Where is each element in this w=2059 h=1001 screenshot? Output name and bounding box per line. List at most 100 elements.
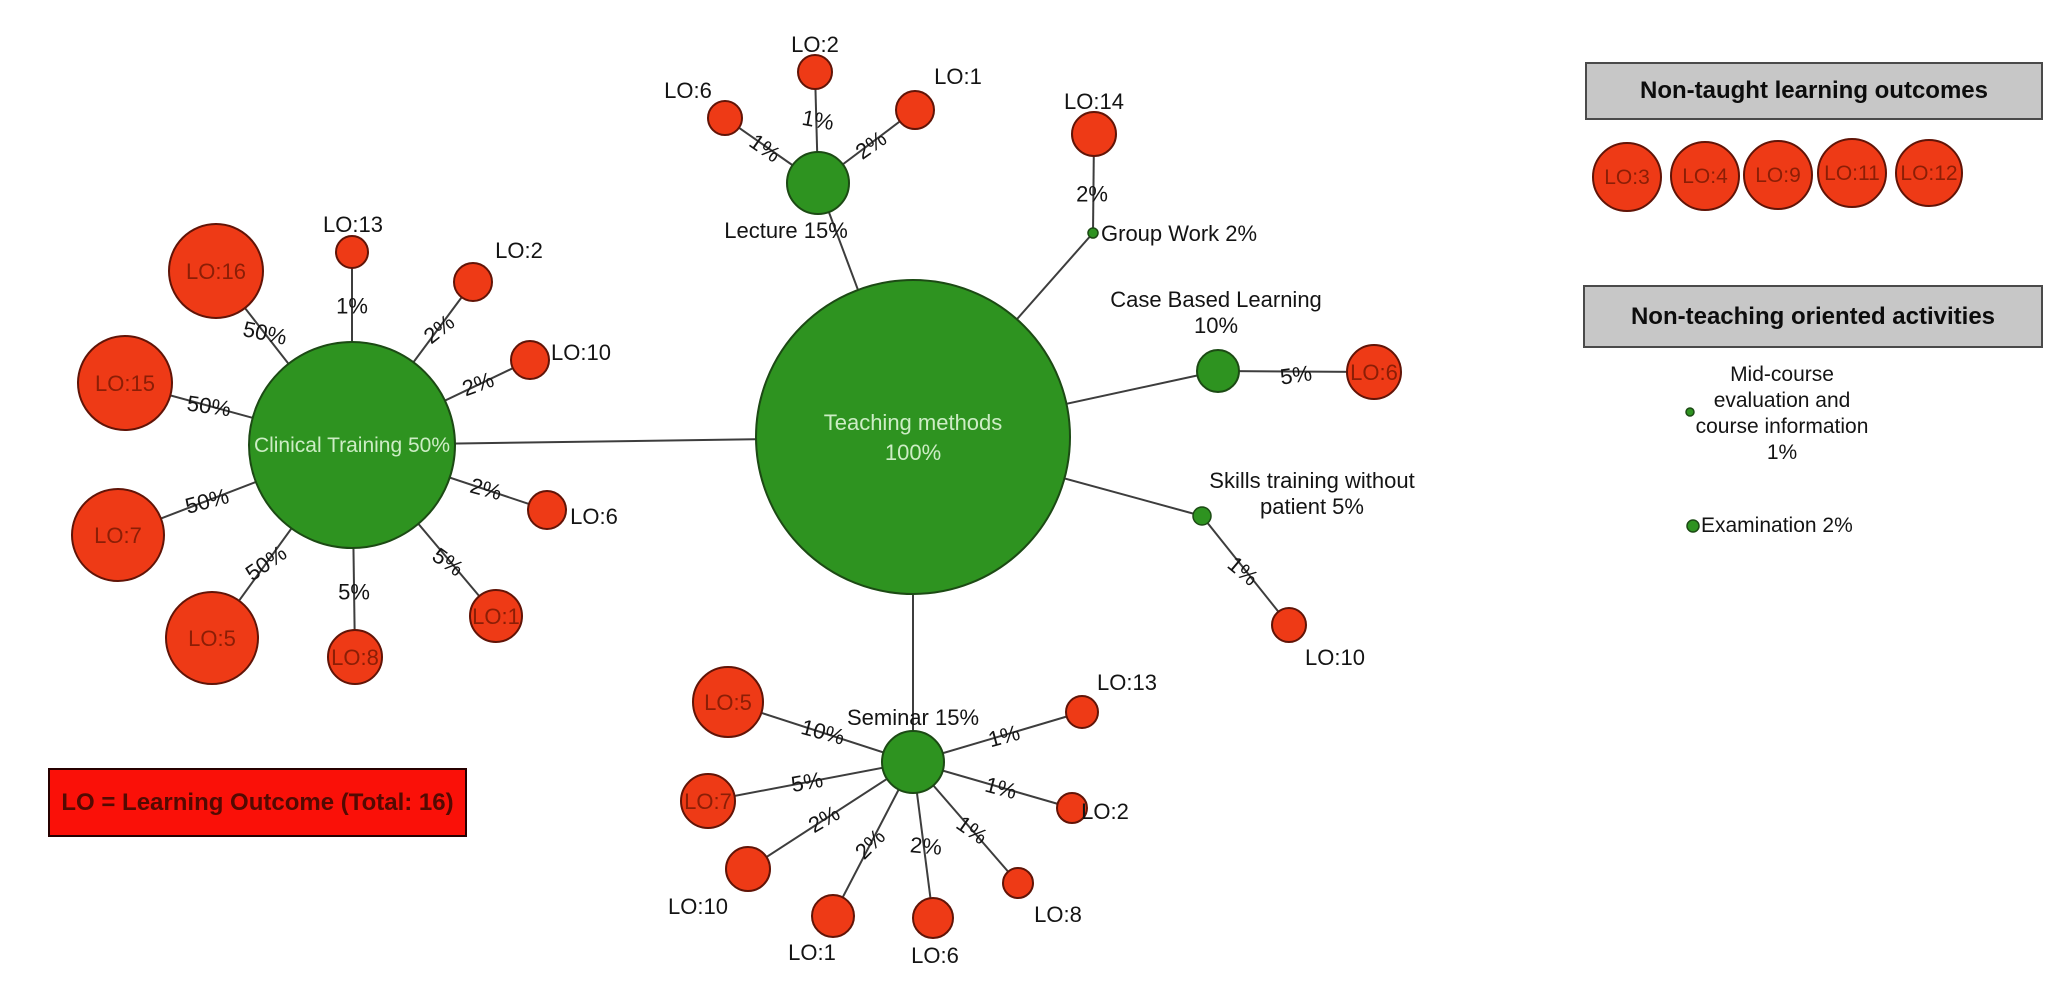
node-s-lo8 [1002, 867, 1034, 899]
node-skills [1192, 506, 1212, 526]
node-c-lo10 [510, 340, 550, 380]
label-g-lo14: LO:14 [1064, 89, 1124, 114]
label-lg-lo12: LO:12 [1900, 162, 1957, 185]
node-s-lo5 [692, 666, 764, 738]
edge-label-clinical-c-lo15: 50% [185, 391, 232, 422]
midcourse-line-3: course information [1695, 415, 1869, 438]
label-c-lo5: LO:5 [188, 626, 236, 651]
label-lg-lo3: LO:3 [1604, 166, 1650, 189]
node-clinical [248, 341, 456, 549]
edge-label-clinical-c-lo5: 50% [241, 540, 291, 586]
edge-seminar-s-lo7 [707, 761, 914, 802]
label-s-lo8: LO:8 [1034, 902, 1082, 927]
label-clinical: Clinical Training 50% [254, 434, 450, 457]
midcourse-evaluation-label: Mid-course evaluation and course informa… [1662, 362, 1902, 466]
node-c-lo7 [71, 488, 165, 582]
label-lecture: Lecture 15% [724, 218, 848, 243]
label-seminar: Seminar 15% [847, 705, 979, 730]
node-lg-lo12 [1895, 139, 1963, 207]
label-s-lo1: LO:1 [788, 940, 836, 965]
label-c-lo2: LO:2 [495, 238, 543, 263]
node-c-lo8 [327, 629, 383, 685]
edge-label-seminar-s-lo5: 10% [798, 714, 847, 750]
label-s-lo6: LO:6 [911, 943, 959, 968]
node-s-lo7 [680, 773, 736, 829]
edge-label-cbl-cb-lo6: 5% [1279, 360, 1314, 389]
node-c-lo6 [527, 490, 567, 530]
node-c-lo2 [453, 262, 493, 302]
edge-label-clinical-c-lo16: 50% [241, 316, 289, 350]
node-c-lo5 [165, 591, 259, 685]
node-c-lo13 [335, 235, 369, 269]
midcourse-line-4: 1% [1766, 441, 1798, 464]
label-lg-lo9: LO:9 [1755, 164, 1801, 187]
edge-label-seminar-s-lo2: 1% [982, 772, 1019, 804]
node-lg-lo9 [1743, 140, 1813, 210]
label-teaching: Teaching methods 100% [824, 410, 1003, 465]
node-seminar [881, 730, 945, 794]
label-cbl: Case Based Learning 10% [1110, 287, 1322, 338]
non-taught-learning-outcomes-panel-title: Non-taught learning outcomes [1585, 62, 2043, 120]
edge-skills-sk-lo10 [1201, 515, 1290, 626]
non-teaching-oriented-activities-panel-title: Non-teaching oriented activities [1583, 285, 2043, 348]
edge-label-lecture-l-lo6: 1% [745, 129, 785, 168]
edge-label-clinical-c-lo10: 2% [459, 367, 497, 401]
edge-label-seminar-s-lo6: 2% [909, 832, 943, 860]
edge-seminar-s-lo10 [747, 761, 914, 870]
node-lg-lo4 [1670, 141, 1740, 211]
node-g-lo14 [1071, 111, 1117, 157]
label-c-lo6: LO:6 [570, 504, 618, 529]
node-l-lo6 [707, 100, 743, 136]
node-c-lo16 [168, 223, 264, 319]
node-lecture [786, 151, 850, 215]
label-c-lo10: LO:10 [551, 340, 611, 365]
node-cbl [1196, 349, 1240, 393]
edge-label-clinical-c-lo6: 2% [467, 473, 504, 505]
node-s-lo10 [725, 846, 771, 892]
label-lg-lo4: LO:4 [1682, 165, 1728, 188]
node-l-lo2 [797, 54, 833, 90]
learning-outcome-note-box: LO = Learning Outcome (Total: 16) [48, 768, 467, 837]
edge-label-groupwork-g-lo14: 2% [1076, 182, 1108, 207]
label-s-lo13: LO:13 [1097, 670, 1157, 695]
label-groupwork: Group Work 2% [1101, 221, 1257, 246]
edge-label-seminar-s-lo13: 1% [985, 720, 1022, 752]
edge-label-lecture-l-lo2: 1% [800, 105, 836, 135]
node-c-lo15 [77, 335, 173, 431]
label-s-lo10: LO:10 [668, 894, 728, 919]
node-teaching [755, 279, 1071, 595]
label-s-lo2: LO:2 [1081, 799, 1129, 824]
label-c-lo1: LO:1 [472, 604, 520, 629]
edge-label-seminar-s-lo8: 1% [952, 811, 992, 850]
label-c-lo13: LO:13 [323, 212, 383, 237]
label-s-lo5: LO:5 [704, 690, 752, 715]
edge-label-seminar-s-lo7: 5% [789, 767, 825, 797]
node-s-lo2 [1056, 792, 1088, 824]
midcourse-line-1: Mid-course [1730, 363, 1834, 386]
midcourse-line-2: evaluation and [1713, 389, 1851, 412]
label-c-lo16: LO:16 [186, 259, 246, 284]
node-lg-lo11 [1817, 138, 1887, 208]
label-skills: Skills training without patient 5% [1209, 468, 1414, 519]
edge-label-seminar-s-lo1: 2% [850, 824, 890, 864]
label-sk-lo10: LO:10 [1305, 645, 1365, 670]
edge-label-seminar-s-lo10: 2% [804, 800, 844, 838]
label-cb-lo6: LO:6 [1350, 360, 1398, 385]
label-c-lo7: LO:7 [94, 523, 142, 548]
label-l-lo2: LO:2 [791, 32, 839, 57]
edge-label-clinical-c-lo7: 50% [182, 483, 231, 519]
node-cb-lo6 [1346, 344, 1402, 400]
node-c-lo1 [469, 589, 523, 643]
node-s-lo13 [1065, 695, 1099, 729]
label-l-lo6: LO:6 [664, 78, 712, 103]
edge-label-clinical-c-lo8: 5% [338, 580, 370, 605]
node-groupwork [1087, 227, 1099, 239]
edge-label-clinical-c-lo2: 2% [419, 309, 459, 348]
examination-label: Examination 2% [1701, 514, 1853, 537]
node-s-lo6 [912, 897, 954, 939]
edge-label-clinical-c-lo13: 1% [336, 294, 368, 319]
label-c-lo15: LO:15 [95, 371, 155, 396]
node-l-lo1 [895, 90, 935, 130]
